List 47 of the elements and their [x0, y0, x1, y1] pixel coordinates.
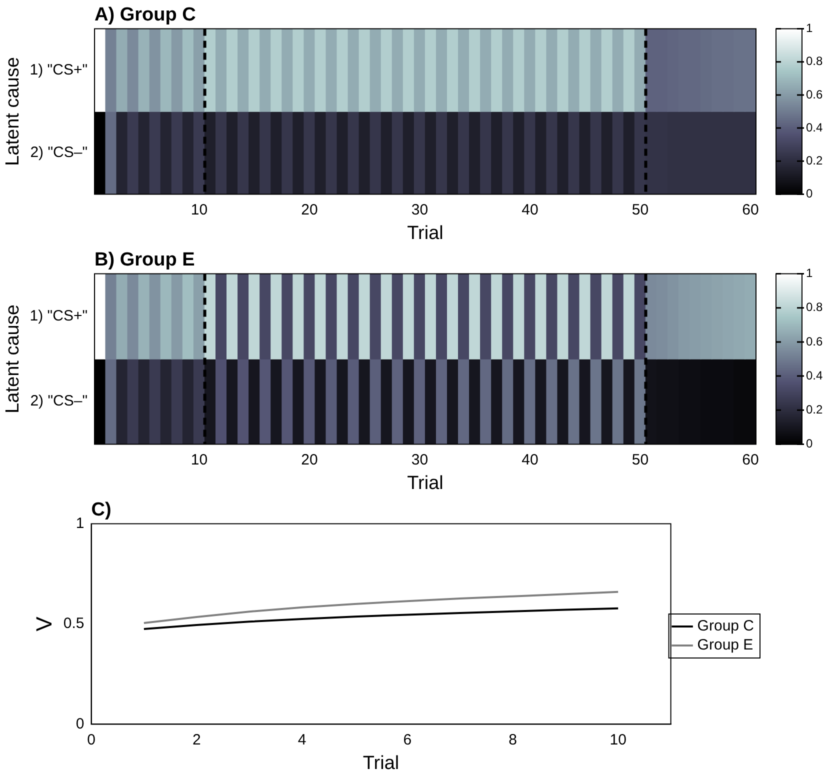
color-bar-label: 0.4: [806, 120, 824, 134]
color-bar-label: 0.2: [806, 153, 824, 168]
y-tick-label: 0.5: [63, 615, 84, 632]
x-tick-label: 30: [411, 201, 428, 218]
x-axis-title: Trial: [407, 472, 444, 494]
legend-label: Group C: [697, 618, 754, 635]
y-tick-label: 1) "CS+": [30, 61, 88, 78]
legend-label: Group E: [697, 636, 754, 654]
chart-title: B) Group E: [94, 250, 195, 271]
color-bar-label: 0.2: [806, 402, 824, 416]
x-tick-label: 50: [632, 201, 649, 218]
x-tick-label: 50: [632, 451, 649, 468]
x-tick-label: 10: [190, 201, 208, 218]
x-tick-label: 10: [190, 451, 208, 468]
x-tick-label: 40: [522, 201, 538, 218]
y-tick-label: 1: [76, 514, 84, 532]
x-tick-label: 4: [298, 731, 306, 748]
y-axis-title: Latent cause: [2, 304, 24, 414]
x-axis-title: Trial: [362, 752, 400, 774]
y-tick-label: 2) "CS–": [30, 144, 88, 161]
x-tick-label: 30: [411, 451, 428, 468]
x-tick-label: 8: [508, 731, 517, 748]
x-tick-label: 20: [301, 451, 318, 468]
color-bar-label: 0.4: [806, 368, 824, 382]
color-bar-label: 0.8: [806, 300, 824, 314]
x-tick-label: 60: [742, 451, 759, 468]
y-tick-label: 1) "CS+": [30, 308, 88, 325]
color-bar-label: 0.6: [806, 87, 824, 102]
y-axis-title: Latent cause: [2, 57, 24, 166]
chart-title: C): [91, 500, 112, 521]
chart-title: A) Group C: [94, 4, 196, 26]
x-tick-label: 20: [301, 201, 318, 218]
color-bar-label: 0: [806, 436, 813, 451]
x-tick-label: 10: [610, 731, 626, 748]
color-bar-label: 0: [806, 186, 813, 201]
y-tick-label: 2) "CS–": [30, 392, 88, 410]
color-bar-label: 1: [806, 266, 813, 280]
x-axis-title: Trial: [407, 222, 444, 244]
x-tick-label: 6: [403, 731, 412, 748]
y-tick-label: 0: [76, 715, 84, 732]
x-tick-label: 2: [192, 731, 201, 748]
x-tick-label: 60: [742, 201, 759, 218]
color-bar-label: 0.8: [806, 54, 824, 68]
color-bar-label: 0.6: [806, 334, 824, 348]
y-axis-title: V: [31, 616, 56, 632]
color-bar-label: 1: [806, 21, 813, 36]
x-tick-label: 40: [522, 451, 538, 468]
